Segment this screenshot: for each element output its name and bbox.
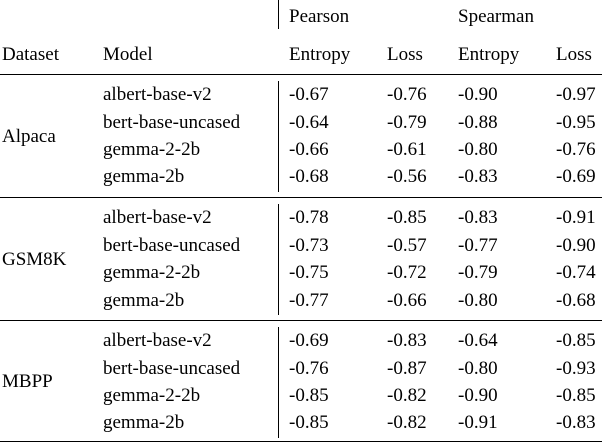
spearman-loss-cell: -0.68 [556, 290, 596, 311]
spearman-loss-cell: -0.93 [556, 358, 596, 379]
header-pearson-entropy: Entropy [289, 44, 351, 65]
spearman-entropy-cell: -0.90 [458, 84, 498, 105]
spearman-loss-cell: -0.85 [556, 385, 596, 406]
model-cell: albert-base-v2 [103, 84, 212, 105]
spearman-entropy-cell: -0.80 [458, 290, 498, 311]
model-cell: bert-base-uncased [103, 235, 241, 256]
pearson-entropy-cell: -0.68 [289, 166, 329, 187]
group-rule-1 [0, 197, 602, 198]
model-cell: gemma-2-2b [103, 385, 201, 406]
spearman-entropy-cell: -0.80 [458, 358, 498, 379]
pearson-loss-cell: -0.83 [387, 330, 427, 351]
model-cell: gemma-2b [103, 412, 185, 433]
pearson-entropy-cell: -0.85 [289, 412, 329, 433]
spearman-loss-cell: -0.91 [556, 207, 596, 228]
dataset-label: GSM8K [2, 249, 67, 270]
spearman-loss-cell: -0.97 [556, 84, 596, 105]
pearson-entropy-cell: -0.66 [289, 139, 329, 160]
model-cell: gemma-2b [103, 166, 185, 187]
pearson-loss-cell: -0.87 [387, 358, 427, 379]
spearman-entropy-cell: -0.83 [458, 207, 498, 228]
spearman-loss-cell: -0.85 [556, 330, 596, 351]
bottom-rule [0, 441, 602, 442]
spearman-entropy-cell: -0.90 [458, 385, 498, 406]
spearman-loss-cell: -0.74 [556, 262, 596, 283]
vertical-rule-group-1 [278, 81, 279, 192]
header-rule [0, 74, 602, 75]
pearson-loss-cell: -0.56 [387, 166, 427, 187]
header-spearman: Spearman [458, 6, 534, 27]
header-dataset: Dataset [2, 44, 59, 65]
pearson-entropy-cell: -0.76 [289, 358, 329, 379]
model-cell: gemma-2-2b [103, 139, 201, 160]
pearson-loss-cell: -0.85 [387, 207, 427, 228]
model-cell: bert-base-uncased [103, 112, 241, 133]
spearman-loss-cell: -0.95 [556, 112, 596, 133]
pearson-entropy-cell: -0.64 [289, 112, 329, 133]
spearman-entropy-cell: -0.83 [458, 166, 498, 187]
spearman-loss-cell: -0.69 [556, 166, 596, 187]
header-spearman-loss: Loss [556, 44, 592, 65]
spearman-entropy-cell: -0.88 [458, 112, 498, 133]
spearman-loss-cell: -0.83 [556, 412, 596, 433]
spearman-loss-cell: -0.90 [556, 235, 596, 256]
spearman-entropy-cell: -0.64 [458, 330, 498, 351]
pearson-loss-cell: -0.79 [387, 112, 427, 133]
header-spearman-entropy: Entropy [458, 44, 520, 65]
pearson-loss-cell: -0.57 [387, 235, 427, 256]
pearson-entropy-cell: -0.77 [289, 290, 329, 311]
pearson-entropy-cell: -0.75 [289, 262, 329, 283]
header-pearson-loss: Loss [387, 44, 423, 65]
spearman-entropy-cell: -0.77 [458, 235, 498, 256]
pearson-entropy-cell: -0.67 [289, 84, 329, 105]
header-model: Model [103, 44, 153, 65]
spearman-entropy-cell: -0.80 [458, 139, 498, 160]
model-cell: albert-base-v2 [103, 207, 212, 228]
group-rule-2 [0, 320, 602, 321]
pearson-loss-cell: -0.82 [387, 385, 427, 406]
spearman-entropy-cell: -0.91 [458, 412, 498, 433]
pearson-entropy-cell: -0.73 [289, 235, 329, 256]
pearson-entropy-cell: -0.85 [289, 385, 329, 406]
pearson-entropy-cell: -0.69 [289, 330, 329, 351]
pearson-entropy-cell: -0.78 [289, 207, 329, 228]
pearson-loss-cell: -0.76 [387, 84, 427, 105]
header-pearson: Pearson [289, 6, 350, 27]
spearman-loss-cell: -0.76 [556, 139, 596, 160]
pearson-loss-cell: -0.66 [387, 290, 427, 311]
vertical-rule-group-3 [278, 327, 279, 438]
dataset-label: Alpaca [2, 126, 56, 147]
pearson-loss-cell: -0.82 [387, 412, 427, 433]
spearman-entropy-cell: -0.79 [458, 262, 498, 283]
model-cell: albert-base-v2 [103, 330, 212, 351]
model-cell: bert-base-uncased [103, 358, 241, 379]
pearson-loss-cell: -0.61 [387, 139, 427, 160]
model-cell: gemma-2b [103, 290, 185, 311]
pearson-loss-cell: -0.72 [387, 262, 427, 283]
model-cell: gemma-2-2b [103, 262, 201, 283]
dataset-label: MBPP [2, 371, 53, 392]
vertical-rule-group-2 [278, 204, 279, 315]
vertical-rule-header [278, 0, 279, 29]
